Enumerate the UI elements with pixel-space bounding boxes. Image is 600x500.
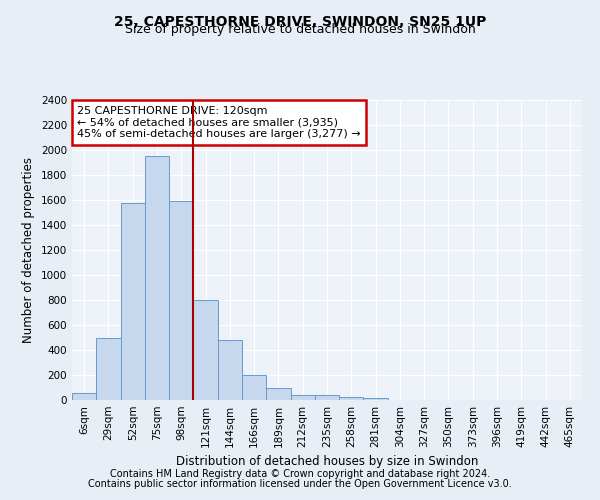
Bar [145, 156, 169, 400]
Bar [169, 201, 193, 400]
Bar [96, 338, 121, 400]
Bar [364, 398, 388, 400]
Bar [193, 300, 218, 400]
Bar [266, 388, 290, 400]
Y-axis label: Number of detached properties: Number of detached properties [22, 157, 35, 343]
X-axis label: Distribution of detached houses by size in Swindon: Distribution of detached houses by size … [176, 456, 478, 468]
Bar [290, 395, 315, 400]
Text: 25 CAPESTHORNE DRIVE: 120sqm
← 54% of detached houses are smaller (3,935)
45% of: 25 CAPESTHORNE DRIVE: 120sqm ← 54% of de… [77, 106, 361, 139]
Bar [315, 395, 339, 400]
Text: Contains HM Land Registry data © Crown copyright and database right 2024.: Contains HM Land Registry data © Crown c… [110, 469, 490, 479]
Bar [218, 340, 242, 400]
Text: 25, CAPESTHORNE DRIVE, SWINDON, SN25 1UP: 25, CAPESTHORNE DRIVE, SWINDON, SN25 1UP [114, 15, 486, 29]
Bar [339, 397, 364, 400]
Text: Size of property relative to detached houses in Swindon: Size of property relative to detached ho… [125, 22, 475, 36]
Text: Contains public sector information licensed under the Open Government Licence v3: Contains public sector information licen… [88, 479, 512, 489]
Bar [242, 375, 266, 400]
Bar [72, 392, 96, 400]
Bar [121, 202, 145, 400]
